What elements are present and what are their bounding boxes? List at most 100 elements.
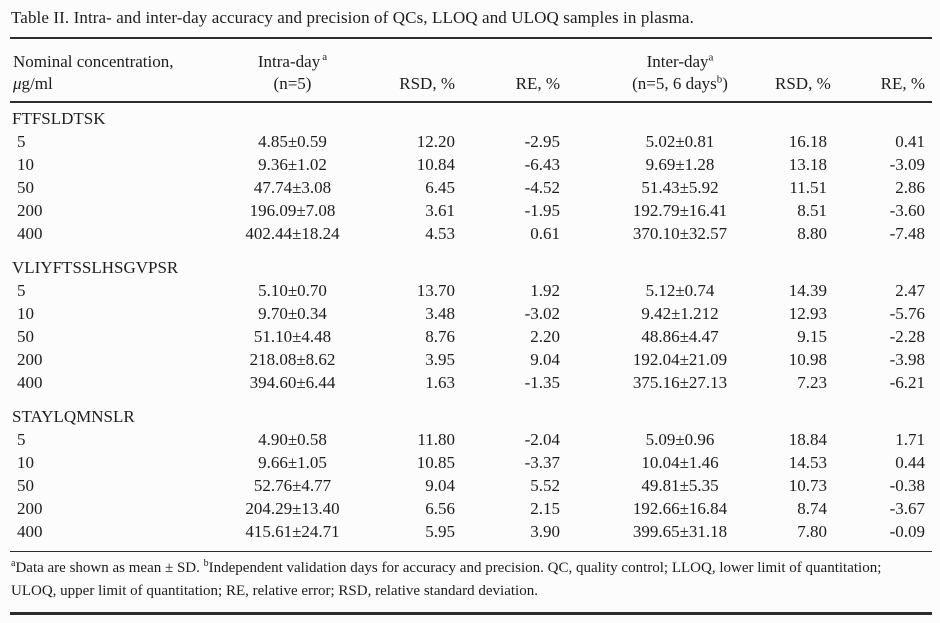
cell-nominal-concentration: 400 <box>17 223 43 243</box>
cell-nominal-concentration: 10 <box>17 452 34 472</box>
cell-inter-rsd: 8.51 <box>797 200 827 220</box>
section-name: STAYLQMNSLR <box>12 406 135 426</box>
cell-inter-re: -5.76 <box>889 303 926 323</box>
cell-nominal-concentration: 50 <box>17 475 34 495</box>
cell-inter-re: 2.47 <box>895 280 926 300</box>
cell-inter-rsd: 10.73 <box>788 475 827 495</box>
cell-inter-rsd: 14.53 <box>788 452 827 472</box>
cell-inter-day-mean-sd: 192.79±16.41 <box>632 200 728 220</box>
section-row: VLIYFTSSLHSGVPSR <box>10 245 932 279</box>
cell-nominal-concentration: 400 <box>17 372 43 392</box>
col-header-rsd-intra: RSD, % <box>399 74 455 93</box>
cell-nominal-concentration: 200 <box>17 498 43 518</box>
cell-inter-rsd: 8.74 <box>797 498 827 518</box>
cell-intra-day-mean-sd: 204.29±13.40 <box>245 498 340 518</box>
cell-nominal-concentration: 400 <box>17 521 43 541</box>
cell-inter-rsd: 7.23 <box>797 372 827 392</box>
cell-inter-day-mean-sd: 5.02±0.81 <box>645 131 715 151</box>
cell-intra-rsd: 10.85 <box>416 452 455 472</box>
cell-nominal-concentration: 200 <box>17 200 43 220</box>
cell-intra-re: 2.15 <box>530 498 560 518</box>
cell-intra-rsd: 11.80 <box>417 429 455 449</box>
cell-intra-re: -1.35 <box>524 372 560 392</box>
cell-inter-re: -3.67 <box>889 498 926 518</box>
section-name: VLIYFTSSLHSGVPSR <box>12 257 179 277</box>
cell-intra-re: 9.04 <box>530 349 560 369</box>
cell-intra-rsd: 12.20 <box>416 131 455 151</box>
cell-inter-rsd: 8.80 <box>797 223 827 243</box>
cell-intra-day-mean-sd: 415.61±24.71 <box>245 521 340 541</box>
table-row: 200 196.09±7.08 3.61 -1.95 192.79±16.41 8.51 -… <box>10 199 932 222</box>
mu-symbol: μ <box>13 74 22 93</box>
cell-intra-day-mean-sd: 5.10±0.70 <box>258 280 327 300</box>
cell-inter-rsd: 16.18 <box>788 131 827 151</box>
cell-inter-re: -3.09 <box>889 154 926 174</box>
cell-inter-rsd: 7.80 <box>797 521 827 541</box>
cell-inter-re: -3.60 <box>889 200 926 220</box>
cell-intra-re: -2.04 <box>524 429 560 449</box>
rule-header-divider <box>10 101 932 103</box>
col-header-inter-n: (n=5, 6 daysb) <box>632 73 728 93</box>
cell-inter-rsd: 9.15 <box>797 326 827 346</box>
cell-inter-re: -2.28 <box>889 326 926 346</box>
col-header-re-inter: RE, % <box>880 74 925 93</box>
cell-intra-day-mean-sd: 4.90±0.58 <box>258 429 327 449</box>
cell-intra-re: -2.95 <box>524 131 560 151</box>
table-title: Table II. Intra- and inter-day accuracy … <box>11 8 694 27</box>
cell-nominal-concentration: 10 <box>17 154 34 174</box>
cell-inter-day-mean-sd: 48.86±4.47 <box>641 326 719 346</box>
col-header-inter-day: Inter-daya <box>646 51 714 71</box>
table-header: Nominal concentration, Intra-day a Inter-… <box>10 39 932 101</box>
footnote-text-b2: ULOQ, upper limit of quantitation; RE, r… <box>11 583 538 599</box>
cell-inter-day-mean-sd: 5.12±0.74 <box>645 280 715 300</box>
table-row: 10 9.66±1.05 10.85 -3.37 10.04±1.46 14.53 0.44 <box>10 451 932 474</box>
table-row: 50 47.74±3.08 6.45 -4.52 51.43±5.92 11.51 2.86 <box>10 176 932 199</box>
cell-inter-rsd: 14.39 <box>788 280 827 300</box>
cell-inter-rsd: 12.93 <box>788 303 827 323</box>
rule-footnote-divider <box>10 550 932 552</box>
cell-intra-re: 0.61 <box>530 223 560 243</box>
col-header-re-intra: RE, % <box>515 74 560 93</box>
table-body: FTFSLDTSK 5 4.85±0.59 12.20 -2.95 5.02±0.81 16… <box>10 103 932 543</box>
cell-intra-day-mean-sd: 394.60±6.44 <box>249 372 336 392</box>
table-row: 50 52.76±4.77 9.04 5.52 49.81±5.35 10.73 -0.38 <box>10 474 932 497</box>
table-row: 10 9.36±1.02 10.84 -6.43 9.69±1.28 13.18 -3.09 <box>10 153 932 176</box>
cell-intra-day-mean-sd: 52.76±4.77 <box>253 475 332 495</box>
cell-inter-re: 0.44 <box>895 452 926 472</box>
cell-inter-day-mean-sd: 51.43±5.92 <box>641 177 719 197</box>
col-header-intra-day: Intra-day a <box>257 51 328 71</box>
data-table-body: FTFSLDTSK 5 4.85±0.59 12.20 -2.95 5.02±0.81 16… <box>10 103 932 543</box>
cell-inter-re: 1.71 <box>895 429 926 449</box>
cell-intra-day-mean-sd: 51.10±4.48 <box>253 326 332 346</box>
cell-intra-day-mean-sd: 4.85±0.59 <box>258 131 327 151</box>
table-row: 200 204.29±13.40 6.56 2.15 192.66±16.84 8.74 -… <box>10 497 932 520</box>
table-row: 50 51.10±4.48 8.76 2.20 48.86±4.47 9.15 -2.28 <box>10 325 932 348</box>
col-header-intra-n: (n=5) <box>273 74 312 93</box>
cell-nominal-concentration: 5 <box>17 131 26 151</box>
rule-top <box>10 37 932 39</box>
cell-intra-re: -6.43 <box>524 154 560 174</box>
cell-inter-day-mean-sd: 9.42±1.212 <box>641 303 719 323</box>
cell-intra-day-mean-sd: 218.08±8.62 <box>249 349 336 369</box>
cell-intra-re: 5.52 <box>530 475 560 495</box>
cell-inter-re: -3.98 <box>889 349 926 369</box>
paper-table-page: Table II. Intra- and inter-day accuracy … <box>0 7 940 623</box>
footnote-superscript-b: b <box>203 558 209 569</box>
table-row: 5 4.85±0.59 12.20 -2.95 5.02±0.81 16.18 0.41 <box>10 130 932 153</box>
cell-intra-day-mean-sd: 9.36±1.02 <box>258 154 327 174</box>
cell-inter-re: -0.38 <box>889 475 926 495</box>
table-row: 5 4.90±0.58 11.80 -2.04 5.09±0.96 18.84 1.71 <box>10 428 932 451</box>
cell-intra-rsd: 6.45 <box>425 177 455 197</box>
superscript-b: b <box>716 73 723 86</box>
cell-intra-rsd: 1.63 <box>425 372 455 392</box>
cell-inter-rsd: 13.18 <box>788 154 827 174</box>
cell-inter-re: 0.41 <box>895 131 926 151</box>
cell-intra-day-mean-sd: 402.44±18.24 <box>245 223 340 243</box>
cell-intra-re: 1.92 <box>530 280 560 300</box>
cell-inter-day-mean-sd: 10.04±1.46 <box>641 452 719 472</box>
cell-nominal-concentration: 5 <box>17 280 26 300</box>
cell-intra-day-mean-sd: 47.74±3.08 <box>253 177 332 197</box>
cell-inter-re: -0.09 <box>889 521 926 541</box>
cell-intra-re: -3.02 <box>524 303 560 323</box>
cell-intra-rsd: 5.95 <box>425 521 455 541</box>
